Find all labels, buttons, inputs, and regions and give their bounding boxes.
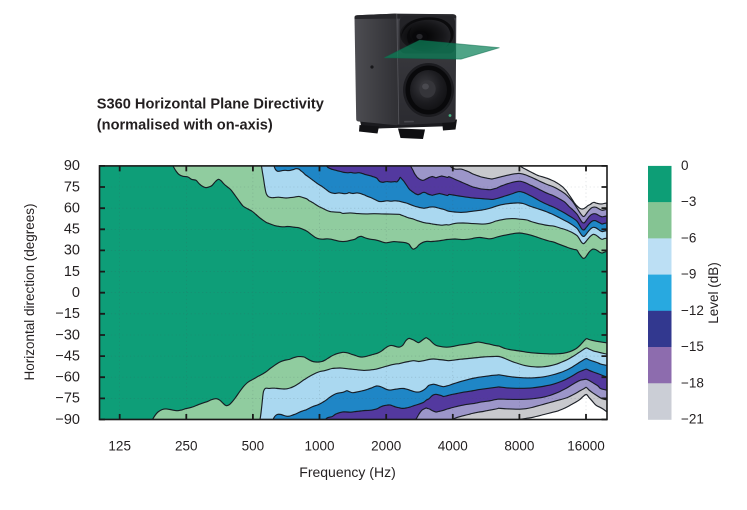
svg-text:1000: 1000 bbox=[304, 439, 334, 454]
svg-text:S360 Horizontal Plane Directiv: S360 Horizontal Plane Directivity bbox=[97, 97, 325, 113]
svg-text:−9: −9 bbox=[681, 267, 696, 282]
svg-text:2000: 2000 bbox=[371, 439, 401, 454]
svg-text:−15: −15 bbox=[681, 339, 704, 354]
svg-text:0: 0 bbox=[72, 285, 80, 301]
svg-text:Horizontal direction (degrees): Horizontal direction (degrees) bbox=[22, 203, 37, 380]
svg-text:75: 75 bbox=[64, 179, 80, 195]
svg-text:−6: −6 bbox=[681, 230, 696, 245]
svg-text:125: 125 bbox=[108, 439, 131, 454]
svg-text:Level (dB): Level (dB) bbox=[706, 262, 721, 324]
svg-text:−30: −30 bbox=[55, 327, 80, 343]
svg-text:−12: −12 bbox=[681, 303, 704, 318]
svg-text:−75: −75 bbox=[55, 391, 80, 407]
svg-text:60: 60 bbox=[64, 201, 80, 217]
svg-text:0: 0 bbox=[681, 158, 689, 173]
svg-text:15: 15 bbox=[64, 264, 80, 280]
svg-text:45: 45 bbox=[64, 222, 80, 238]
svg-text:−21: −21 bbox=[681, 412, 704, 427]
svg-text:16000: 16000 bbox=[567, 439, 605, 454]
svg-text:−15: −15 bbox=[55, 306, 80, 322]
svg-text:8000: 8000 bbox=[504, 439, 534, 454]
svg-text:4000: 4000 bbox=[438, 439, 468, 454]
svg-text:250: 250 bbox=[175, 439, 198, 454]
svg-text:−3: −3 bbox=[681, 194, 696, 209]
svg-text:−90: −90 bbox=[55, 412, 80, 428]
svg-text:500: 500 bbox=[242, 439, 265, 454]
svg-text:(normalised with on-axis): (normalised with on-axis) bbox=[97, 118, 273, 134]
svg-text:30: 30 bbox=[64, 243, 80, 259]
svg-text:−60: −60 bbox=[55, 370, 80, 386]
svg-text:−18: −18 bbox=[681, 375, 704, 390]
svg-text:90: 90 bbox=[64, 158, 80, 174]
svg-text:Frequency (Hz): Frequency (Hz) bbox=[299, 464, 395, 480]
svg-text:−45: −45 bbox=[55, 348, 80, 364]
